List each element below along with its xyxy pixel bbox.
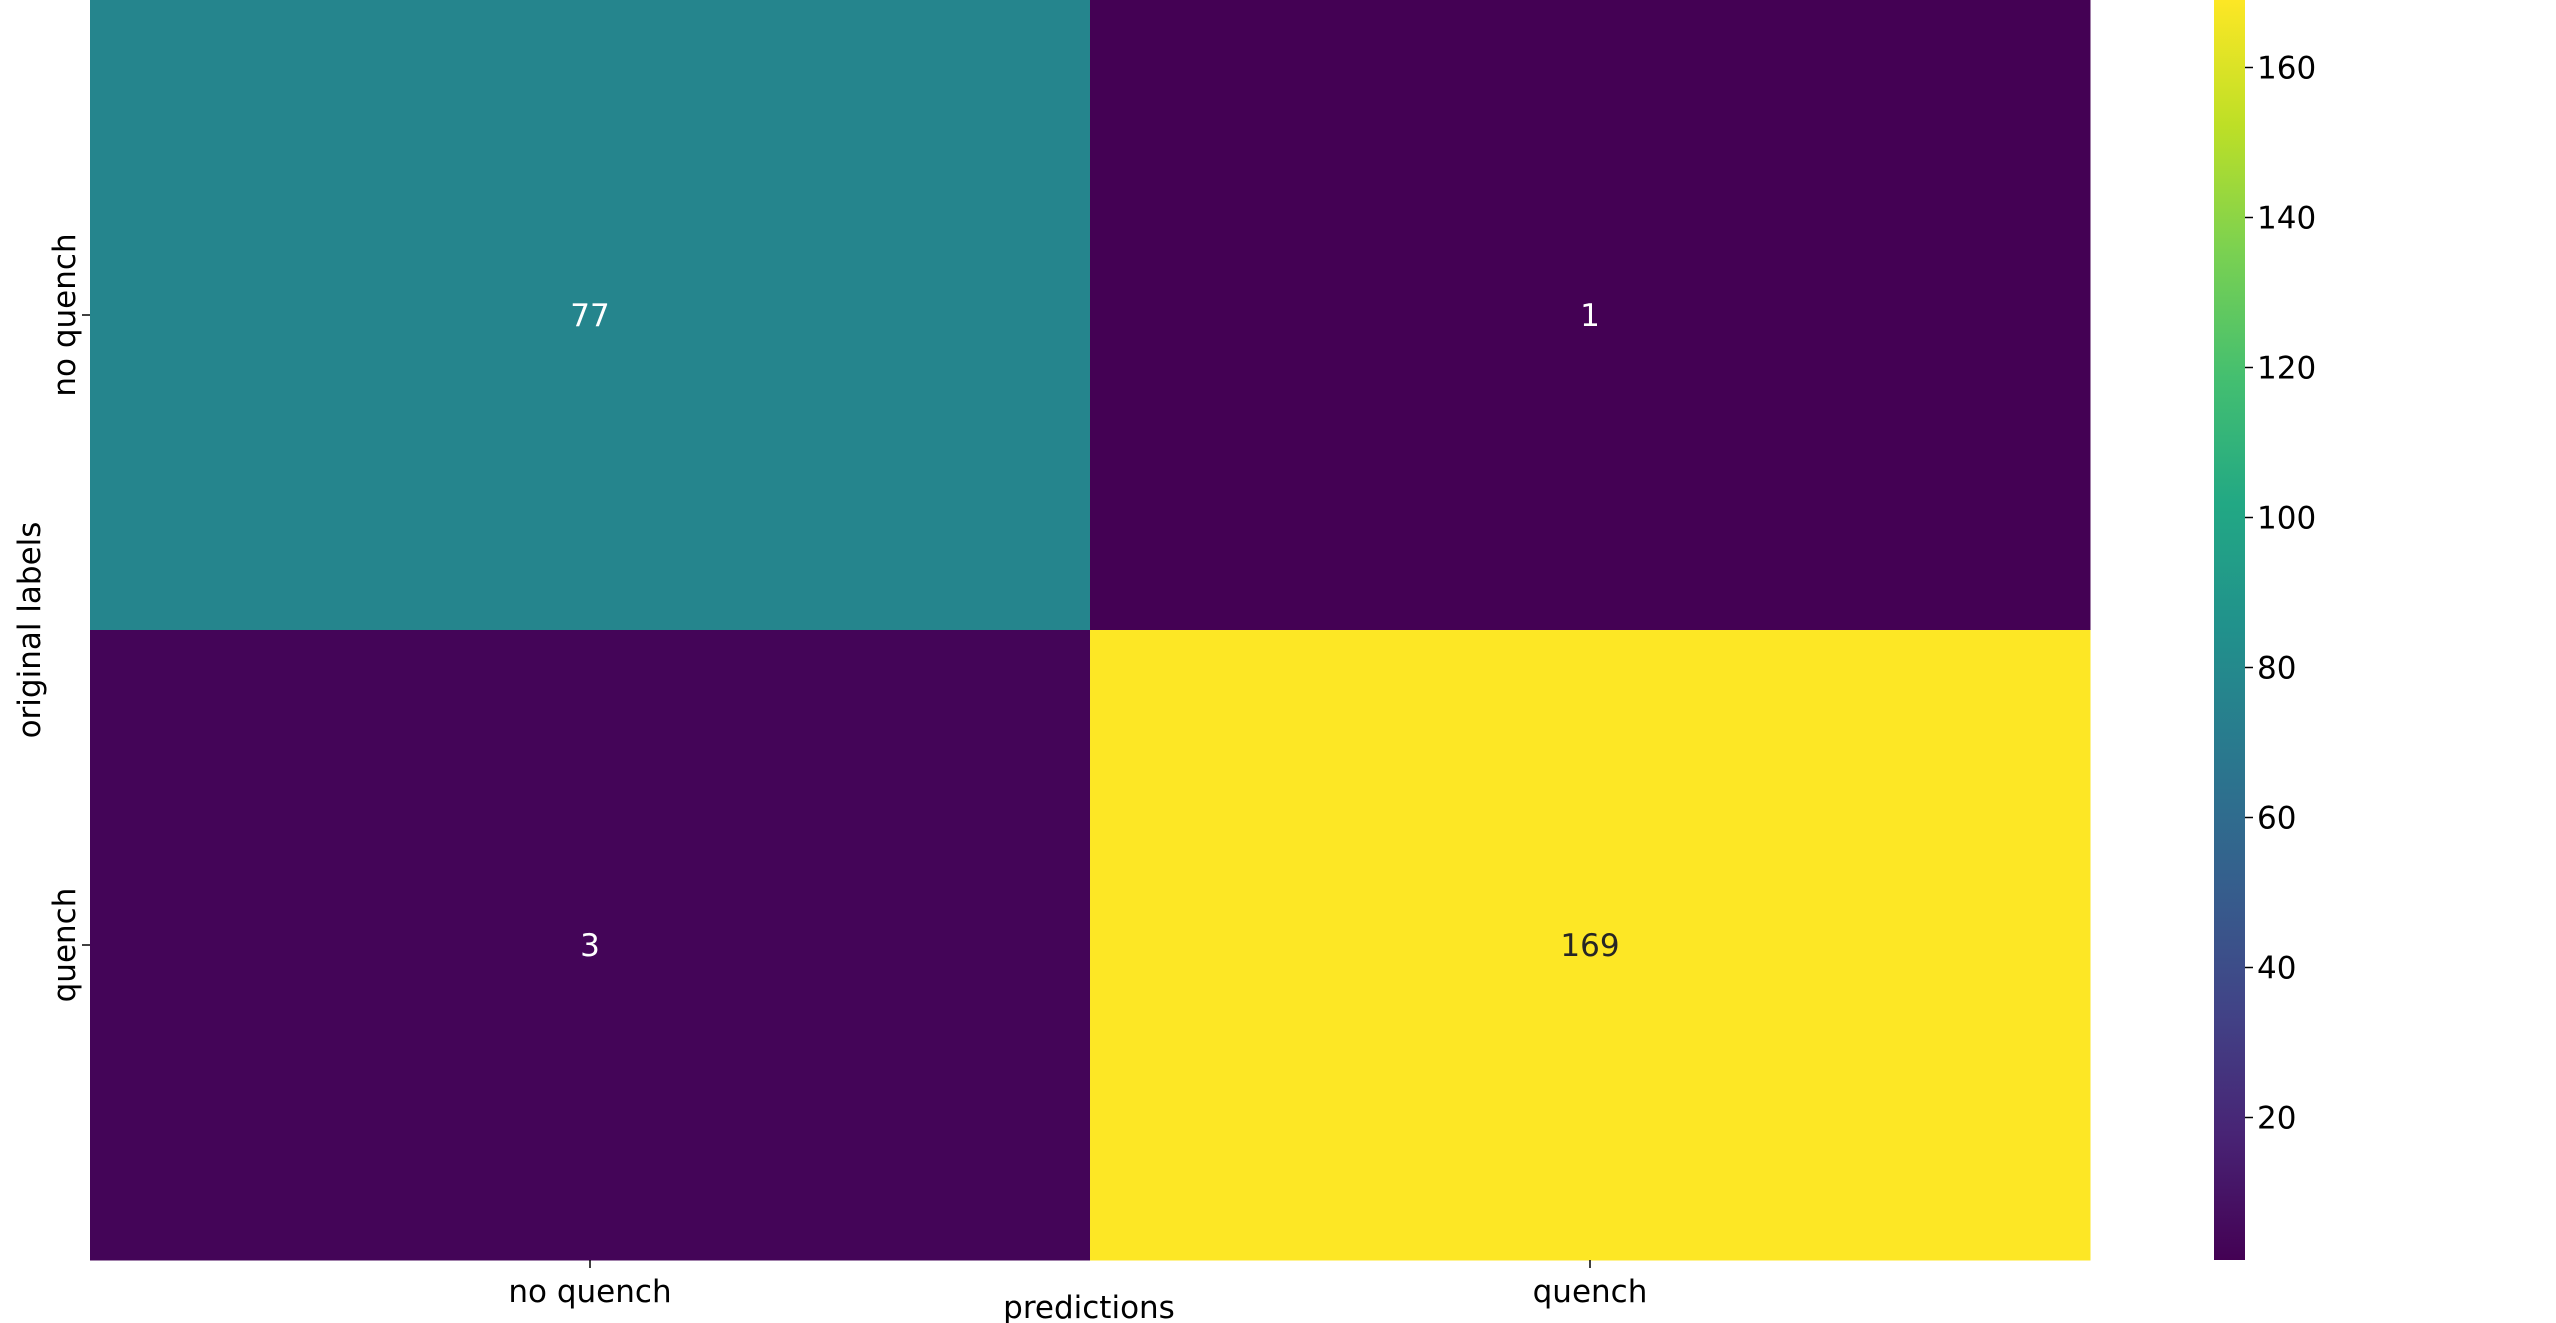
cell-annotation: 1 — [1580, 298, 1600, 334]
y-tick-label: no quench — [47, 233, 83, 396]
cell-annotation: 77 — [570, 298, 609, 334]
colorbar-tick-label: 80 — [2257, 651, 2296, 687]
x-tick-label: no quench — [508, 1274, 671, 1310]
colorbar-tick-label: 20 — [2257, 1101, 2296, 1137]
colorbar-gradient — [2214, 0, 2245, 1260]
cell-annotations: 77 1 3 169 — [570, 298, 1619, 964]
y-tick-label: quench — [47, 888, 83, 1003]
x-axis-label: predictions — [1003, 1290, 1175, 1323]
colorbar-tick-label: 160 — [2257, 51, 2316, 87]
colorbar-tick-label: 100 — [2257, 501, 2316, 537]
heatmap-cell — [1090, 0, 2091, 631]
heatmap-cell — [90, 630, 1091, 1261]
heatmap-cell — [90, 0, 1091, 631]
x-tick-label: quench — [1533, 1274, 1648, 1310]
colorbar-tick-label: 140 — [2257, 201, 2316, 237]
colorbar-tick-label: 60 — [2257, 801, 2296, 837]
colorbar-tick-label: 120 — [2257, 351, 2316, 387]
colorbar-tick-label: 40 — [2257, 951, 2296, 987]
colorbar: 20 40 60 80 100 120 140 160 — [2214, 0, 2316, 1260]
heatmap-cells — [90, 0, 2091, 1261]
heatmap-cell — [1090, 630, 2091, 1261]
x-axis: no quench quench — [508, 1260, 1647, 1310]
cell-annotation: 169 — [1560, 928, 1619, 964]
y-axis: no quench quench — [47, 233, 90, 1002]
cell-annotation: 3 — [580, 928, 600, 964]
y-axis-label: original labels — [12, 522, 48, 739]
